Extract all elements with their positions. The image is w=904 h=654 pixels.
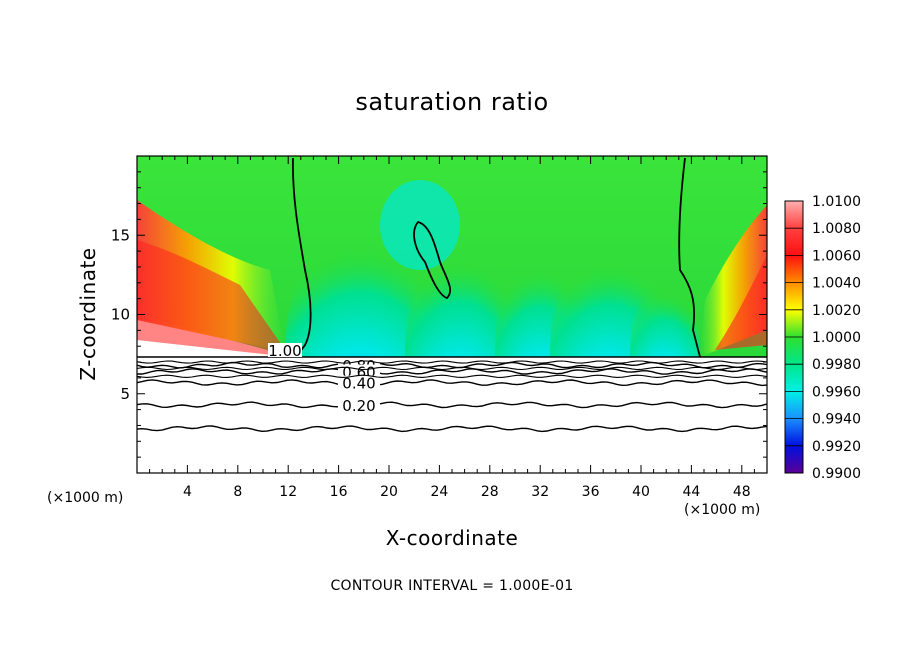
contour-label-bg bbox=[268, 343, 302, 357]
y-tick-label: 10 bbox=[111, 306, 130, 324]
x-tick-label: 48 bbox=[733, 484, 751, 500]
x-tick-label: 4 bbox=[183, 484, 192, 500]
field-moist-left-core bbox=[137, 240, 290, 357]
x-axis-ticks: 4 8 12 16 20 24 28 32 36 40 44 48 bbox=[149, 156, 755, 500]
y-tick-label: 15 bbox=[111, 226, 130, 244]
colorbar-tick-label: 0.9920 bbox=[812, 439, 861, 455]
x-tick-label: 28 bbox=[481, 484, 499, 500]
upper-cyan-blob bbox=[380, 180, 460, 270]
colorbar-tick-label: 0.9900 bbox=[812, 466, 861, 482]
x-unit-label-right: (×1000 m) bbox=[684, 502, 761, 518]
x-tick-label: 32 bbox=[531, 484, 549, 500]
contour-interval-note: CONTOUR INTERVAL = 1.000E-01 bbox=[330, 578, 574, 594]
y-axis-ticks: 5 10 15 bbox=[111, 171, 767, 458]
colorbar-tick-label: 0.9960 bbox=[812, 384, 861, 400]
x-tick-label: 8 bbox=[233, 484, 242, 500]
y-tick-label: 5 bbox=[120, 385, 130, 403]
contour-line-minor bbox=[136, 374, 768, 378]
x-tick-label: 12 bbox=[279, 484, 297, 500]
x-axis-label: X-coordinate bbox=[385, 526, 519, 550]
contour-line-minor bbox=[136, 360, 768, 364]
contour-label: 0.20 bbox=[342, 397, 375, 415]
x-unit-label-left: (×1000 m) bbox=[47, 490, 124, 506]
contour-label-bg bbox=[338, 397, 380, 414]
x-tick-label: 24 bbox=[430, 484, 448, 500]
x-tick-label: 44 bbox=[682, 484, 700, 500]
contour-line-0.20 bbox=[136, 401, 768, 409]
saturation-field bbox=[137, 156, 767, 473]
colorbar-tick-label: 1.0060 bbox=[812, 248, 861, 264]
colorbar-tick-label: 1.0080 bbox=[812, 221, 861, 237]
chart-title: saturation ratio bbox=[355, 88, 549, 116]
x-tick-label: 40 bbox=[632, 484, 650, 500]
field-subcloud bbox=[137, 357, 767, 473]
contour-label-bg bbox=[338, 375, 380, 392]
colorbar: 1.0100 1.0080 1.0060 1.0040 1.0020 1.0000 0.99… bbox=[784, 194, 861, 482]
colorbar-tick-label: 0.9940 bbox=[812, 412, 861, 428]
contour-line-minor bbox=[136, 366, 768, 371]
contour-line-0.80 bbox=[136, 361, 768, 369]
y-axis-label: Z-coordinate bbox=[76, 247, 100, 381]
colorbar-tick-label: 1.0000 bbox=[812, 330, 861, 346]
colorbar-tick-label: 1.0020 bbox=[812, 303, 861, 319]
contour-1.00-left bbox=[292, 157, 312, 358]
contour-1.00-right bbox=[678, 157, 701, 358]
contour-line-0.40 bbox=[136, 379, 768, 387]
x-tick-label: 16 bbox=[330, 484, 348, 500]
contour-line-0.60 bbox=[137, 368, 768, 375]
contour-label: 0.40 bbox=[342, 375, 375, 393]
contour-label-1.00: 1.00 bbox=[268, 342, 301, 360]
x-tick-label: 20 bbox=[380, 484, 398, 500]
lower-contours: 0.800.600.400.201.00 bbox=[136, 342, 768, 433]
contour-1.00-closed bbox=[413, 220, 452, 300]
field-moist-right-core bbox=[715, 255, 767, 350]
x-tick-label: 36 bbox=[582, 484, 600, 500]
colorbar-tick-label: 1.0040 bbox=[812, 276, 861, 292]
colorbar-tick-label: 0.9980 bbox=[812, 357, 861, 373]
contour-line-unlabeled bbox=[136, 425, 768, 433]
colorbar-tick-label: 1.0100 bbox=[812, 194, 861, 210]
